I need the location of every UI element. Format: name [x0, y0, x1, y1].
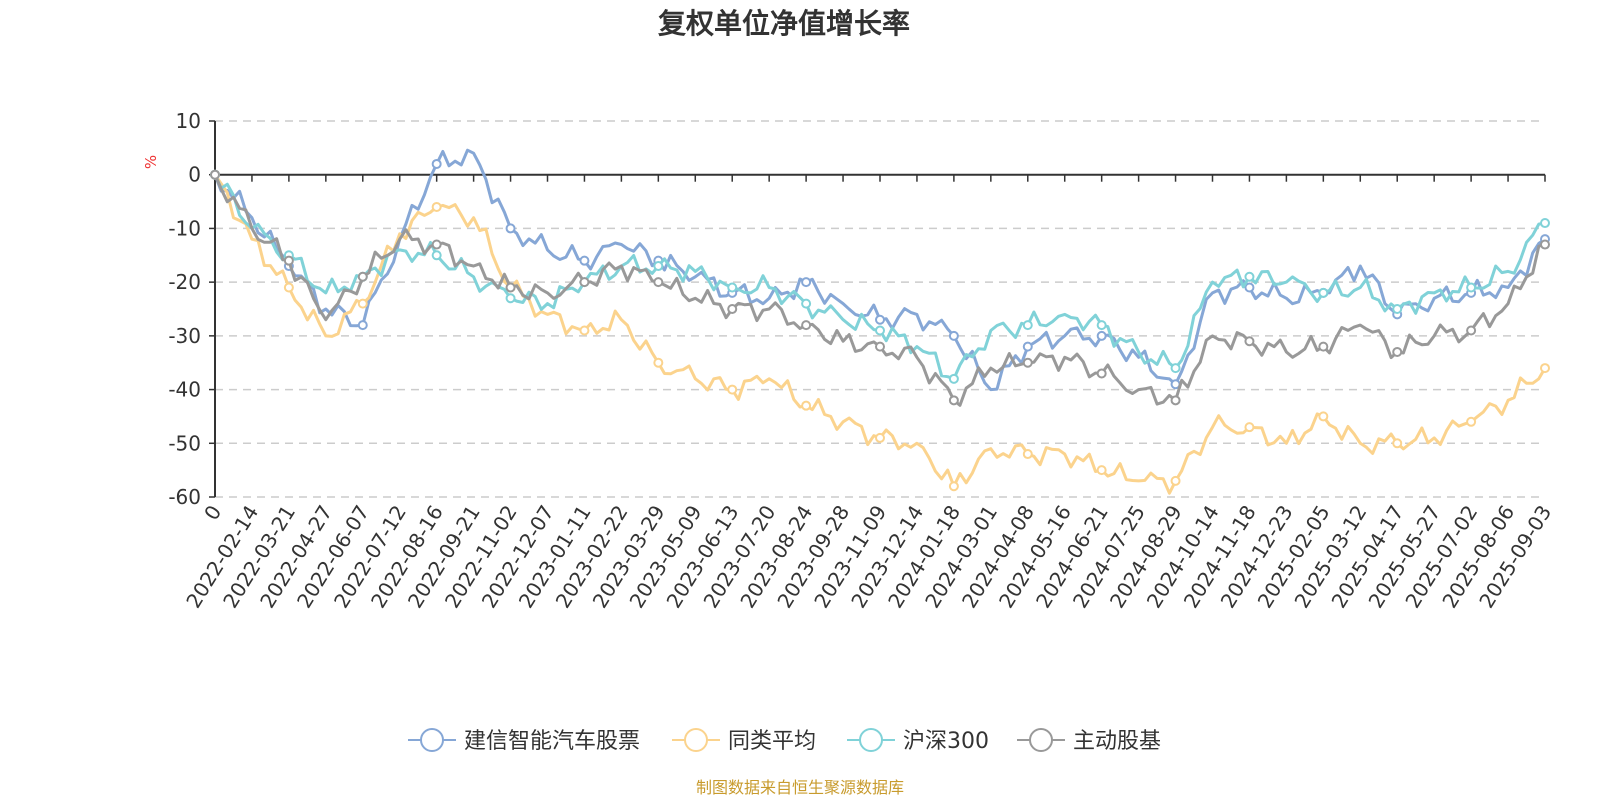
data-point	[431, 201, 442, 212]
axes: 100-10-20-30-40-50-6002022-02-142022-03-…	[168, 109, 1556, 612]
legend-item: 主动股基	[1017, 728, 1161, 754]
y-tick-label: -20	[168, 270, 201, 294]
legend-item: 沪深300	[847, 728, 989, 754]
legend-marker	[859, 728, 883, 752]
legend-marker	[420, 728, 444, 752]
data-point	[875, 432, 885, 443]
data-point	[948, 395, 959, 406]
data-point	[1096, 330, 1107, 341]
data-point	[1022, 341, 1033, 352]
data-point	[1392, 346, 1403, 357]
data-point	[1466, 416, 1477, 427]
data-point	[1022, 320, 1033, 331]
data-point	[1244, 422, 1255, 433]
data-point	[283, 282, 294, 293]
data-point	[283, 255, 294, 266]
data-point	[1392, 304, 1403, 314]
data-point	[579, 255, 590, 266]
series-lines	[210, 148, 1550, 495]
data-point	[1096, 465, 1107, 476]
data-point	[210, 169, 220, 180]
data-point	[801, 277, 812, 288]
data-point	[801, 320, 812, 331]
data-point	[653, 357, 664, 368]
data-point	[357, 298, 368, 309]
legend-label: 同类平均	[728, 729, 816, 754]
data-point	[579, 325, 590, 336]
data-point	[875, 314, 885, 325]
data-point	[431, 158, 442, 169]
data-point	[1318, 411, 1329, 422]
data-point	[875, 341, 885, 352]
legend-label: 建信智能汽车股票	[464, 729, 640, 754]
series-4	[210, 169, 1550, 407]
data-point	[727, 304, 738, 314]
series-1	[210, 148, 1550, 392]
data-point	[948, 330, 959, 341]
data-point	[801, 400, 812, 411]
data-point	[505, 293, 516, 304]
data-point	[1244, 271, 1255, 282]
y-axis-unit: %	[142, 155, 160, 169]
chart-title: 复权单位净值增长率	[658, 7, 910, 40]
data-point	[1170, 395, 1181, 406]
data-point	[948, 481, 959, 492]
data-point	[1318, 287, 1329, 298]
data-point	[431, 239, 442, 250]
grid	[215, 120, 1545, 498]
series-line	[213, 174, 1546, 407]
data-point	[579, 277, 590, 288]
data-point	[1170, 475, 1181, 486]
y-tick-label: -60	[168, 485, 201, 509]
data-point	[1022, 357, 1033, 368]
legend-marker	[684, 728, 708, 752]
data-point	[1392, 438, 1403, 449]
source-note: 制图数据来自恒生聚源数据库	[696, 778, 904, 797]
x-tick-label: 0	[199, 501, 226, 525]
data-point	[505, 282, 516, 293]
data-point	[727, 384, 738, 395]
data-point	[431, 250, 442, 261]
y-tick-label: -30	[168, 324, 201, 348]
data-point	[875, 325, 885, 336]
data-point	[727, 282, 738, 293]
data-point	[801, 298, 812, 309]
y-tick-label: -10	[168, 216, 201, 240]
data-point	[1318, 341, 1329, 352]
data-point	[1244, 282, 1255, 293]
legend-item: 同类平均	[672, 728, 816, 754]
data-point	[653, 261, 664, 272]
y-tick-label: 10	[176, 109, 201, 133]
y-tick-label: 0	[188, 163, 201, 187]
data-point	[948, 373, 959, 384]
data-point	[1466, 282, 1477, 293]
y-tick-label: -50	[168, 431, 201, 455]
data-point	[1540, 239, 1550, 250]
data-point	[1466, 325, 1477, 336]
data-point	[1244, 336, 1255, 347]
series-line	[213, 148, 1546, 392]
data-point	[1096, 368, 1107, 379]
data-point	[1540, 218, 1550, 229]
data-point	[1170, 363, 1181, 374]
legend-marker	[1029, 728, 1053, 752]
series-2	[210, 169, 1550, 495]
data-point	[1096, 320, 1107, 331]
legend-label: 主动股基	[1073, 729, 1161, 754]
data-point	[357, 271, 368, 282]
data-point	[653, 277, 664, 288]
legend-item: 建信智能汽车股票	[408, 728, 640, 754]
legend: 建信智能汽车股票 同类平均 沪深300 主动股基	[408, 728, 1161, 754]
data-point	[357, 320, 368, 331]
data-point	[1022, 449, 1033, 460]
y-tick-label: -40	[168, 378, 201, 402]
data-point	[1540, 363, 1550, 374]
legend-label: 沪深300	[903, 729, 989, 754]
data-point	[505, 223, 516, 234]
